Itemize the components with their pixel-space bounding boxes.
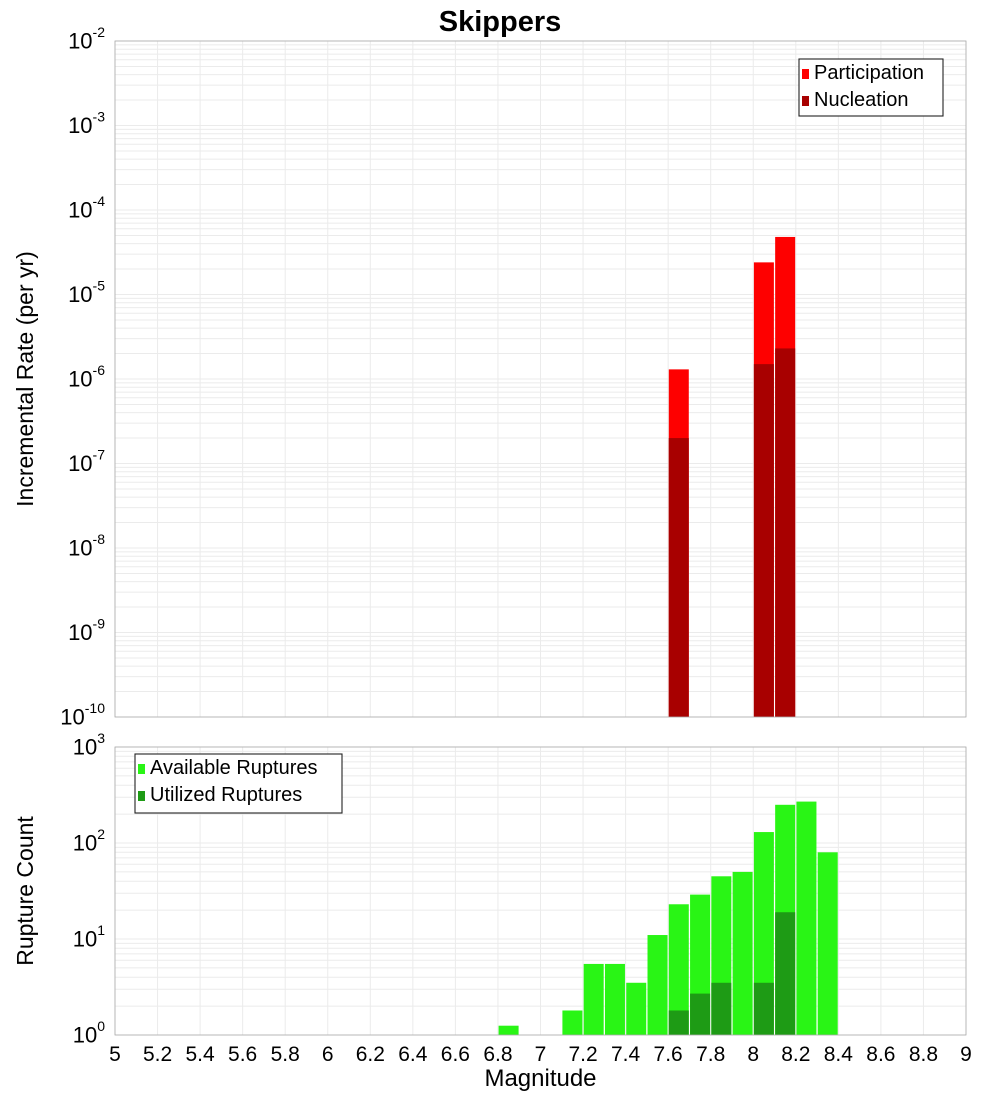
svg-text:10-8: 10-8 — [68, 531, 105, 561]
svg-text:7: 7 — [535, 1043, 547, 1066]
svg-text:8: 8 — [747, 1043, 759, 1066]
svg-text:Available Ruptures: Available Ruptures — [150, 757, 318, 779]
svg-text:5.8: 5.8 — [271, 1043, 300, 1066]
svg-text:100: 100 — [73, 1018, 105, 1048]
svg-text:6: 6 — [322, 1043, 334, 1066]
svg-text:6.2: 6.2 — [356, 1043, 385, 1066]
svg-text:6.6: 6.6 — [441, 1043, 470, 1066]
svg-text:6.4: 6.4 — [398, 1043, 428, 1066]
svg-text:101: 101 — [73, 922, 105, 952]
svg-text:7.8: 7.8 — [696, 1043, 725, 1066]
svg-text:8.4: 8.4 — [824, 1043, 854, 1066]
svg-text:5: 5 — [109, 1043, 121, 1066]
svg-text:Participation: Participation — [814, 62, 924, 84]
svg-text:10-5: 10-5 — [68, 278, 105, 308]
svg-text:8.2: 8.2 — [781, 1043, 810, 1066]
svg-text:10-10: 10-10 — [60, 700, 105, 730]
svg-text:7.6: 7.6 — [654, 1043, 683, 1066]
svg-text:103: 103 — [73, 730, 105, 760]
svg-text:5.6: 5.6 — [228, 1043, 257, 1066]
svg-text:5.2: 5.2 — [143, 1043, 172, 1066]
svg-text:10-6: 10-6 — [68, 362, 105, 392]
svg-text:10-9: 10-9 — [68, 616, 105, 646]
svg-text:Utilized Ruptures: Utilized Ruptures — [150, 784, 302, 806]
svg-text:7.2: 7.2 — [568, 1043, 597, 1066]
svg-text:102: 102 — [73, 826, 105, 856]
svg-text:9: 9 — [960, 1043, 972, 1066]
svg-text:8.8: 8.8 — [909, 1043, 938, 1066]
svg-text:5.4: 5.4 — [185, 1043, 215, 1066]
svg-text:8.6: 8.6 — [866, 1043, 895, 1066]
svg-text:6.8: 6.8 — [483, 1043, 512, 1066]
svg-text:7.4: 7.4 — [611, 1043, 641, 1066]
svg-text:10-7: 10-7 — [68, 447, 105, 477]
svg-text:Nucleation: Nucleation — [814, 89, 909, 111]
svg-text:10-3: 10-3 — [68, 109, 105, 139]
svg-text:10-2: 10-2 — [68, 24, 105, 54]
svg-text:10-4: 10-4 — [68, 193, 105, 223]
